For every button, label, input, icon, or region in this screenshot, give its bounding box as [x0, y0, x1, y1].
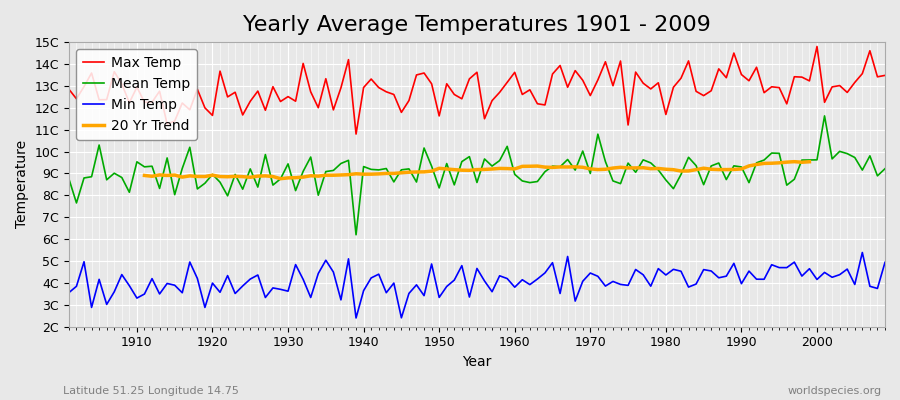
20 Yr Trend — [600, 167, 611, 172]
Max Temp — [517, 92, 527, 97]
Min Temp — [879, 260, 890, 265]
Min Temp — [509, 285, 520, 290]
Mean Temp — [509, 172, 520, 177]
Min Temp — [608, 279, 618, 284]
Text: Latitude 51.25 Longitude 14.75: Latitude 51.25 Longitude 14.75 — [63, 386, 238, 396]
Y-axis label: Temperature: Temperature — [15, 140, 29, 228]
Max Temp — [351, 132, 362, 136]
Line: Max Temp: Max Temp — [69, 46, 885, 134]
Mean Temp — [819, 114, 830, 118]
Mean Temp — [608, 178, 618, 183]
Min Temp — [336, 298, 346, 302]
Mean Temp — [351, 232, 362, 237]
Max Temp — [124, 100, 135, 105]
Min Temp — [517, 277, 527, 282]
Line: Min Temp: Min Temp — [69, 252, 885, 318]
Min Temp — [290, 262, 301, 267]
Line: 20 Yr Trend: 20 Yr Trend — [145, 162, 809, 179]
Title: Yearly Average Temperatures 1901 - 2009: Yearly Average Temperatures 1901 - 2009 — [243, 15, 711, 35]
Min Temp — [64, 290, 75, 295]
Max Temp — [64, 87, 75, 92]
Max Temp — [290, 99, 301, 104]
Max Temp — [608, 83, 618, 88]
Mean Temp — [124, 190, 135, 195]
Mean Temp — [517, 178, 527, 183]
Text: worldspecies.org: worldspecies.org — [788, 386, 882, 396]
Max Temp — [879, 73, 890, 78]
Max Temp — [812, 44, 823, 49]
Line: Mean Temp: Mean Temp — [69, 116, 885, 235]
20 Yr Trend — [336, 172, 346, 177]
Mean Temp — [290, 188, 301, 193]
Max Temp — [336, 86, 346, 90]
Mean Temp — [64, 176, 75, 181]
Mean Temp — [879, 166, 890, 171]
Mean Temp — [336, 161, 346, 166]
20 Yr Trend — [290, 175, 301, 180]
Min Temp — [351, 316, 362, 320]
Min Temp — [124, 283, 135, 288]
20 Yr Trend — [502, 166, 513, 171]
X-axis label: Year: Year — [463, 355, 491, 369]
Max Temp — [509, 70, 520, 75]
Legend: Max Temp, Mean Temp, Min Temp, 20 Yr Trend: Max Temp, Mean Temp, Min Temp, 20 Yr Tre… — [76, 49, 197, 140]
20 Yr Trend — [509, 166, 520, 171]
Min Temp — [857, 250, 868, 255]
